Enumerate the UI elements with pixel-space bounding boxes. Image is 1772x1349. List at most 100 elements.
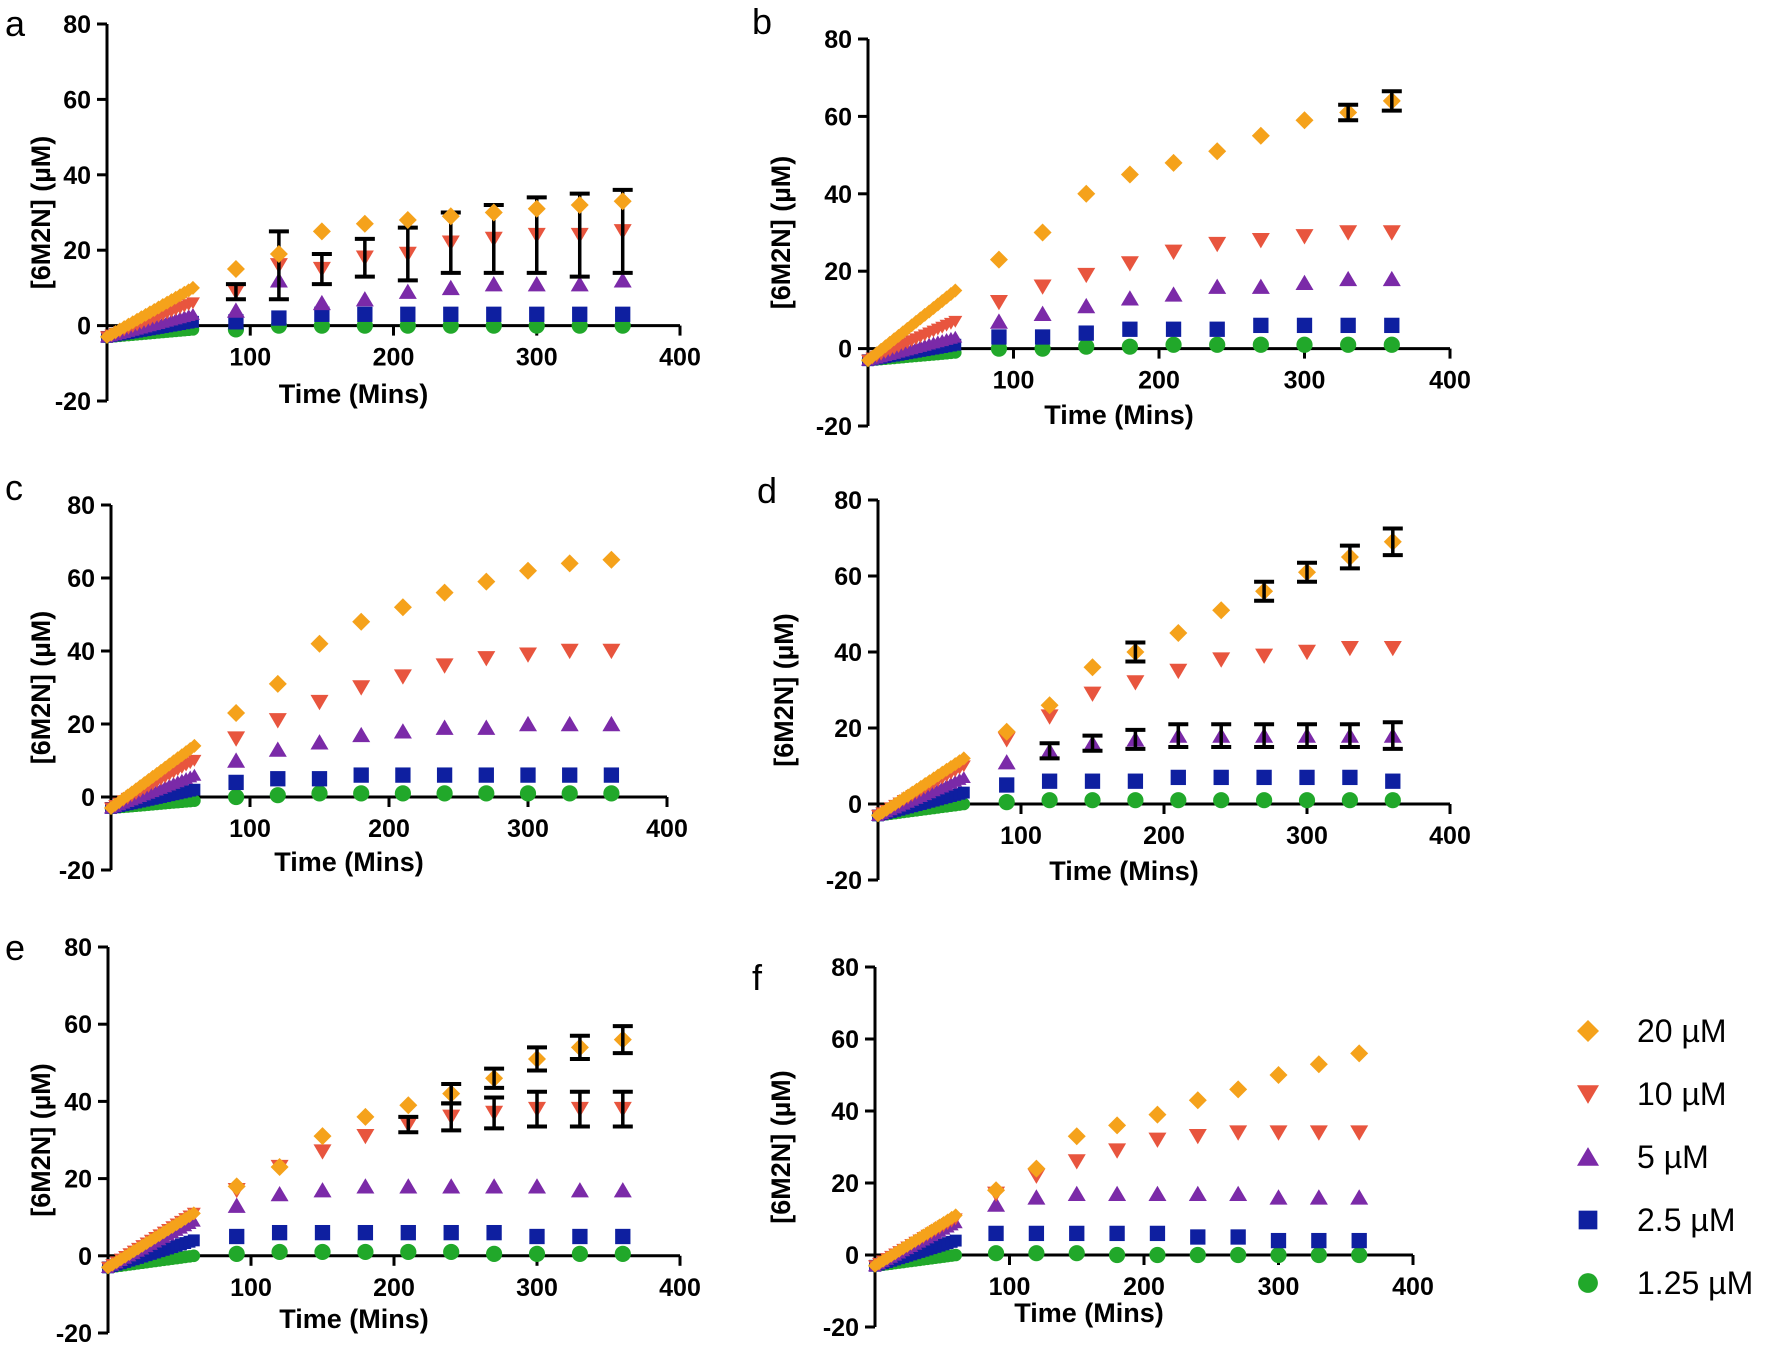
data-point	[614, 1245, 631, 1262]
data-point	[1212, 601, 1231, 620]
data-point	[989, 313, 1008, 329]
data-point	[313, 1182, 332, 1198]
data-point	[519, 785, 537, 802]
panel-e: e -20 0 20 40 60 80 100 200 300 400 Time (Mins) [6M2…	[5, 927, 701, 1348]
y-axis-label: [6M2N] (µM)	[26, 136, 56, 290]
data-point	[562, 767, 578, 783]
early-data-point	[186, 1214, 201, 1227]
data-point	[1296, 336, 1313, 353]
data-point	[997, 722, 1016, 741]
legend-marker	[1578, 1210, 1598, 1230]
data-point	[1251, 126, 1270, 145]
data-point	[1188, 1129, 1207, 1145]
y-tick-label: 20	[831, 1170, 859, 1198]
data-point	[399, 1178, 418, 1194]
x-tick-label: 300	[1284, 367, 1326, 395]
data-point	[1295, 274, 1314, 291]
data-point	[560, 715, 579, 732]
early-data-point	[187, 1234, 200, 1247]
data-point	[357, 306, 373, 322]
y-tick-label: 80	[64, 934, 92, 962]
x-tick-label: 100	[229, 815, 271, 843]
x-tick-label: 300	[516, 1274, 558, 1302]
data-point	[477, 572, 496, 591]
x-tick-label: 300	[1286, 822, 1328, 850]
data-point	[1033, 305, 1052, 321]
data-point	[1127, 773, 1144, 789]
early-data-point	[949, 338, 962, 351]
data-point	[1340, 317, 1356, 334]
data-point	[1127, 792, 1144, 809]
early-data-point	[949, 1248, 962, 1262]
y-tick-label: 60	[831, 1026, 859, 1054]
early-data-point	[188, 783, 201, 796]
data-point	[270, 1185, 289, 1202]
data-point	[1256, 769, 1272, 786]
data-point	[486, 1245, 503, 1262]
data-point	[1208, 142, 1227, 161]
legend-marker	[1578, 1273, 1598, 1293]
data-point	[1299, 769, 1315, 786]
series-2.5uM	[869, 1225, 1367, 1272]
data-point	[528, 1245, 546, 1262]
data-point	[441, 207, 460, 226]
x-axis-label: Time (Mins)	[279, 379, 429, 409]
y-tick-label: 40	[64, 1088, 92, 1116]
data-point	[228, 1245, 245, 1262]
data-point	[1256, 792, 1273, 809]
data-point	[1350, 1125, 1369, 1141]
data-point	[352, 726, 371, 743]
data-point	[1164, 286, 1183, 302]
y-tick-label: 80	[63, 11, 91, 39]
data-point	[268, 741, 287, 757]
x-tick-label: 100	[1000, 822, 1042, 850]
data-point	[1212, 652, 1231, 668]
y-tick-label: -20	[816, 413, 852, 441]
data-point	[271, 310, 287, 326]
data-point	[1028, 1225, 1045, 1242]
early-data-point	[187, 768, 202, 781]
x-tick-label: 400	[659, 344, 701, 372]
x-tick-label: 100	[993, 367, 1035, 395]
data-point	[435, 658, 454, 674]
data-point	[228, 314, 244, 330]
series-20uM	[100, 192, 632, 344]
panel-b: b -20 0 20 40 60 80 100 200 300 400 Time (Mins) [6M2…	[752, 1, 1471, 441]
data-point	[400, 1224, 416, 1241]
data-point	[1383, 641, 1402, 657]
data-point	[529, 1228, 545, 1245]
data-point	[613, 272, 632, 288]
data-point	[570, 195, 589, 214]
data-point	[1208, 236, 1227, 253]
x-axis-label: Time (Mins)	[1044, 400, 1194, 430]
early-data-point	[948, 330, 963, 343]
data-point	[1084, 773, 1101, 789]
x-tick-label: 400	[1429, 367, 1471, 395]
data-point	[313, 1127, 332, 1146]
data-point	[310, 634, 329, 653]
data-point	[1269, 1189, 1288, 1205]
data-point	[228, 774, 244, 791]
data-point	[271, 1243, 288, 1261]
data-point	[1033, 223, 1052, 242]
data-point	[989, 250, 1008, 269]
data-point	[999, 777, 1015, 793]
data-point	[227, 1177, 246, 1196]
data-point	[603, 785, 620, 802]
data-point	[1109, 1246, 1126, 1264]
data-point	[1077, 184, 1096, 203]
data-point	[1251, 233, 1270, 249]
data-point	[1229, 1080, 1248, 1099]
y-tick-label: -20	[56, 1320, 92, 1348]
data-point	[989, 294, 1008, 311]
x-tick-label: 400	[659, 1274, 701, 1302]
data-point	[393, 598, 412, 617]
data-point	[1298, 792, 1316, 809]
data-point	[1230, 1229, 1246, 1245]
data-point	[987, 1181, 1006, 1200]
legend-label: 10 µM	[1637, 1076, 1727, 1112]
panel-f: f -20 0 20 40 60 80 100 200 300 400 Time (Mins) [6M2…	[752, 954, 1434, 1342]
data-point	[560, 643, 579, 660]
data-point	[312, 294, 331, 311]
data-point	[1309, 1055, 1328, 1074]
